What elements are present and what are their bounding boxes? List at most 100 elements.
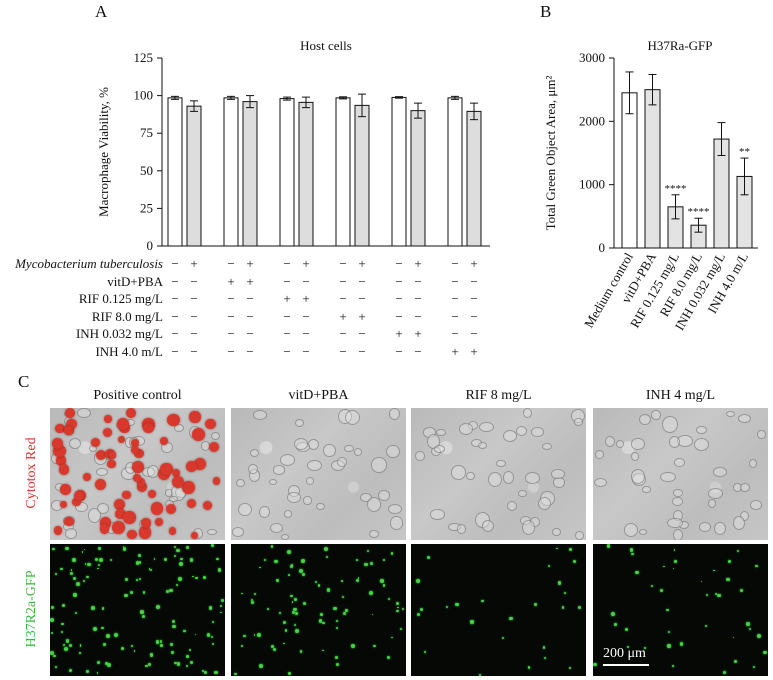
y-tick-label: 50 xyxy=(140,163,153,178)
red-stained-cell xyxy=(72,497,81,506)
gfp-dot xyxy=(51,632,54,635)
red-stained-cell xyxy=(123,511,136,524)
gfp-dot xyxy=(83,580,86,583)
gfp-dot xyxy=(69,572,73,576)
gfp-dot xyxy=(120,646,124,651)
micrograph-row-label: H37R2a-GFP xyxy=(24,570,39,648)
red-stained-cell xyxy=(55,455,66,466)
gfp-dot xyxy=(736,549,739,552)
gfp-dot xyxy=(270,645,275,649)
micrograph-image xyxy=(411,544,586,676)
cell-outline xyxy=(616,440,625,449)
cell-outline xyxy=(466,471,475,481)
treatment-mark: − xyxy=(339,326,347,341)
gfp-dot xyxy=(739,588,744,593)
bar xyxy=(644,89,661,249)
gfp-dot xyxy=(79,652,81,654)
gfp-dot xyxy=(186,546,190,550)
gfp-dot xyxy=(217,568,222,572)
cell-outline xyxy=(207,528,217,536)
cell-outline xyxy=(353,448,362,456)
red-stained-cell xyxy=(208,441,220,453)
treatment-mark: − xyxy=(283,343,291,359)
gfp-dot xyxy=(668,630,671,634)
gfp-dot xyxy=(97,567,99,570)
red-stained-cell xyxy=(160,462,173,476)
treatment-row-label: Mycobacterium tuberculosis xyxy=(15,256,163,271)
red-stained-cell xyxy=(150,502,164,515)
gfp-dot xyxy=(207,633,211,637)
cell-outline xyxy=(575,531,585,540)
gfp-dot xyxy=(140,610,145,614)
gfp-dot xyxy=(173,546,176,549)
cell-outline xyxy=(323,443,336,458)
treatment-mark: − xyxy=(227,291,235,306)
panel-letter-b: B xyxy=(540,2,552,21)
gfp-dot xyxy=(98,557,103,562)
gfp-dot xyxy=(334,656,338,660)
micrograph-column-title: vitD+PBA xyxy=(288,388,349,403)
cell-outline xyxy=(303,496,312,505)
treatment-mark: − xyxy=(190,273,198,289)
gfp-dot xyxy=(155,640,160,644)
gfp-dot xyxy=(317,584,321,587)
cell-outline xyxy=(750,500,762,510)
gfp-dot xyxy=(165,590,170,594)
red-stained-cell xyxy=(141,518,152,528)
cell-outline xyxy=(252,409,268,420)
gfp-dot xyxy=(288,672,291,675)
gfp-dot xyxy=(293,623,297,627)
gfp-dot xyxy=(387,655,391,660)
cell-outline xyxy=(457,524,467,534)
gfp-dot xyxy=(322,649,324,652)
treatment-mark: + xyxy=(190,256,198,271)
cell-outline xyxy=(336,457,347,468)
cell-outline xyxy=(630,468,646,485)
gfp-dot xyxy=(101,607,105,610)
gfp-dot xyxy=(561,606,565,610)
gfp-dot xyxy=(295,612,298,616)
gfp-dot xyxy=(163,558,167,562)
gfp-dot xyxy=(83,548,86,551)
cell-outline xyxy=(502,471,515,484)
cell-outline xyxy=(631,437,645,451)
red-stained-cell xyxy=(104,415,113,423)
cell-outline xyxy=(435,428,446,437)
red-stained-cell xyxy=(108,451,117,459)
gfp-dot xyxy=(250,600,254,604)
gfp-dot xyxy=(186,655,189,658)
gfp-dot xyxy=(53,654,57,658)
red-stained-cell xyxy=(103,427,113,437)
cell-outline xyxy=(96,467,109,476)
gfp-dot xyxy=(241,645,243,647)
gfp-dot xyxy=(81,550,84,553)
gfp-dot xyxy=(212,620,215,623)
cell-outline xyxy=(294,437,309,450)
treatment-mark: − xyxy=(470,326,478,341)
gfp-dot xyxy=(159,640,163,643)
treatment-mark: − xyxy=(414,291,422,306)
gfp-dot xyxy=(70,568,73,571)
red-stained-cell xyxy=(63,425,73,435)
gfp-dot xyxy=(614,622,618,626)
gfp-dot xyxy=(220,599,224,603)
gfp-dot xyxy=(627,645,630,648)
red-stained-cell xyxy=(117,418,130,431)
treatment-mark: + xyxy=(451,343,459,359)
red-stained-cell xyxy=(132,473,142,483)
gfp-dot xyxy=(396,609,400,613)
red-stained-cell xyxy=(83,473,92,482)
cell-outline xyxy=(757,430,766,440)
treatment-mark: − xyxy=(339,273,347,289)
gfp-dot xyxy=(213,670,218,675)
cell-outline xyxy=(272,465,286,475)
cell-outline xyxy=(259,505,271,518)
red-stained-cell xyxy=(172,476,185,489)
gfp-dot xyxy=(714,592,718,595)
cell-outline xyxy=(604,435,615,447)
red-stained-cell xyxy=(172,468,181,478)
gfp-dot xyxy=(62,643,65,646)
cell-outline xyxy=(280,533,289,540)
treatment-mark: − xyxy=(302,308,310,324)
gfp-dot xyxy=(253,634,256,636)
